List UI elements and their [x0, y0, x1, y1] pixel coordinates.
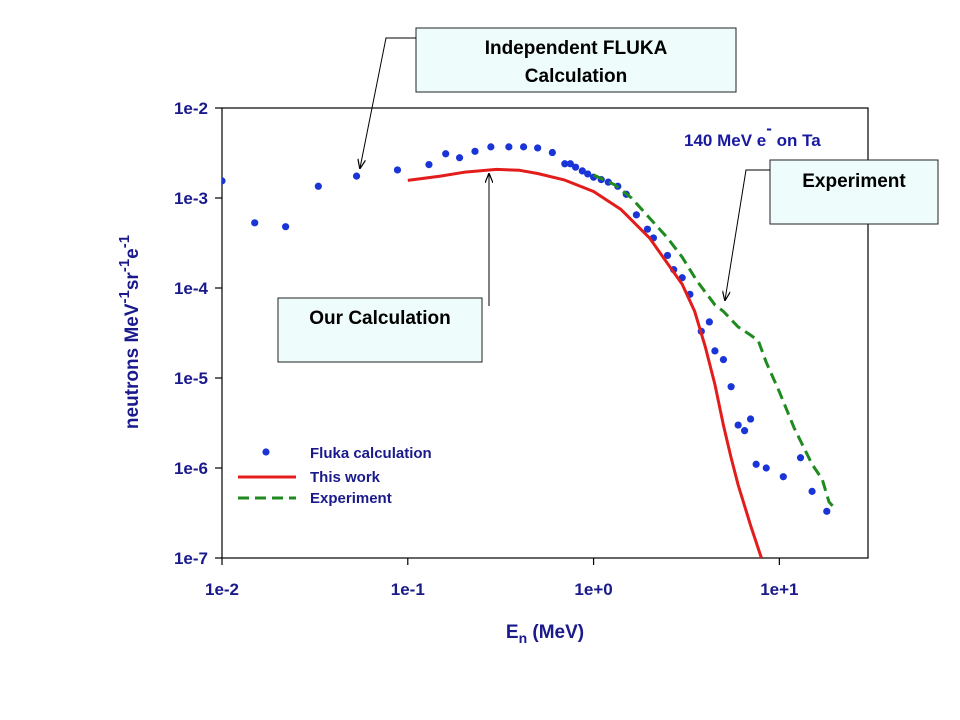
- this-work-line: [407, 167, 763, 558]
- fluka-point: [740, 427, 749, 435]
- x-axis-title: En (MeV): [506, 622, 584, 646]
- y-tick-label: 1e-3: [174, 189, 208, 208]
- fluka-point: [632, 211, 640, 219]
- fluka-point: [455, 154, 464, 162]
- x-axis-title-rest: (MeV): [527, 622, 584, 643]
- y-axis-title-s3: -1: [116, 235, 133, 248]
- beam-annotation: 140 MeV e- on Ta: [684, 119, 821, 150]
- axis-ticks: 1e-2 1e-1 1e+0 1e+1 1e-2 1e-3 1e-4 1e-5 1e-6 1e-7: [174, 99, 799, 599]
- legend-label-experiment: Experiment: [310, 490, 392, 507]
- callout-fluka: Independent FLUKA Calculation: [360, 27, 737, 168]
- y-axis-title-p2: sr: [122, 272, 143, 291]
- callout-ours-text: Our Calculation: [309, 308, 450, 329]
- y-axis-title-s1: -1: [116, 290, 133, 303]
- y-tick-label: 1e-4: [174, 279, 209, 298]
- y-axis-title-p1: neutrons MeV: [122, 303, 143, 429]
- callout-experiment-box: [769, 159, 939, 225]
- fluka-point: [584, 170, 592, 178]
- x-tick-label: 1e-2: [205, 580, 239, 599]
- callout-experiment-text: Experiment: [802, 171, 906, 192]
- fluka-point: [251, 219, 259, 227]
- fluka-point: [808, 487, 816, 495]
- callout-experiment-pointer: [725, 169, 770, 300]
- callout-fluka-line1: Independent FLUKA: [485, 38, 668, 59]
- fluka-point: [643, 225, 652, 233]
- callout-ours-box: [277, 297, 483, 363]
- y-axis-title-s2: -1: [116, 259, 133, 272]
- fluka-point: [442, 150, 450, 158]
- fluka-point: [705, 318, 713, 326]
- x-tick-label: 1e-1: [391, 580, 425, 599]
- x-axis-title-sub: n: [519, 630, 528, 646]
- y-tick-label: 1e-6: [174, 459, 208, 478]
- x-tick-label: 1e+1: [760, 580, 798, 599]
- plot-series: [222, 143, 837, 558]
- fluka-point: [314, 182, 322, 190]
- x-tick-label: 1e+0: [574, 580, 612, 599]
- fluka-point: [663, 251, 672, 260]
- callout-experiment: Experiment: [725, 159, 939, 300]
- y-tick-label: 1e-2: [174, 99, 208, 118]
- fluka-point: [727, 383, 735, 391]
- legend: Fluka calculation This work Experiment: [238, 445, 432, 507]
- fluka-point: [578, 167, 586, 175]
- fluka-point: [548, 148, 556, 157]
- fluka-point: [534, 144, 542, 152]
- fluka-point: [519, 143, 528, 151]
- fluka-point: [823, 507, 831, 515]
- fluka-point: [734, 421, 742, 429]
- fluka-point: [711, 347, 719, 355]
- fluka-point: [779, 473, 787, 481]
- y-tick-label: 1e-5: [174, 369, 208, 388]
- callout-fluka-line2: Calculation: [525, 66, 627, 87]
- beam-annotation-sup: -: [766, 119, 772, 138]
- legend-label-fluka: Fluka calculation: [310, 445, 432, 462]
- fluka-point: [222, 177, 226, 185]
- fluka-point: [571, 163, 580, 171]
- fluka-point: [561, 160, 569, 168]
- y-axis-title-p3: e: [122, 248, 143, 259]
- fluka-point: [719, 356, 728, 364]
- fluka-point: [762, 464, 770, 472]
- fluka-point: [487, 143, 495, 151]
- experiment-line: [592, 173, 837, 510]
- callout-fluka-box: [415, 27, 737, 93]
- y-axis-title: neutrons MeV-1sr-1e-1: [116, 235, 143, 429]
- callout-fluka-pointer: [360, 37, 416, 168]
- fluka-point: [796, 454, 805, 462]
- fluka-point: [393, 166, 402, 174]
- beam-annotation-main: 140 MeV e: [684, 131, 766, 150]
- fluka-point: [752, 460, 760, 468]
- fluka-point: [352, 172, 361, 180]
- fluka-point: [282, 223, 290, 231]
- x-axis-title-main: E: [506, 622, 519, 643]
- fluka-point: [566, 160, 574, 168]
- callout-ours: Our Calculation: [277, 174, 489, 363]
- fluka-point: [471, 147, 479, 155]
- legend-label-this-work: This work: [310, 469, 381, 486]
- beam-annotation-after: on Ta: [772, 131, 821, 150]
- legend-marker-fluka: [262, 448, 270, 456]
- y-tick-label: 1e-7: [174, 549, 208, 568]
- fluka-point: [746, 415, 755, 423]
- fluka-point: [505, 143, 513, 151]
- fluka-point: [425, 161, 433, 169]
